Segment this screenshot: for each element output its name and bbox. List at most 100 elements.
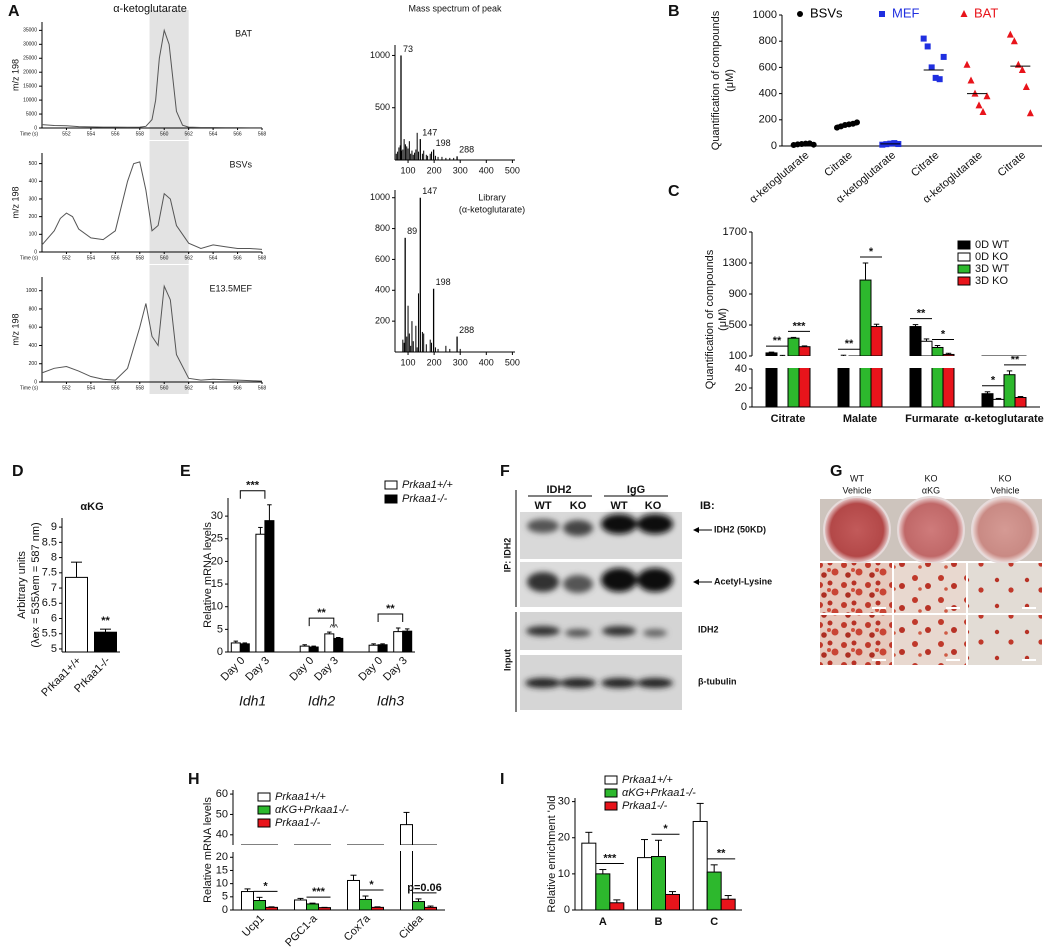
y-tick-label: 20000: [23, 70, 37, 76]
bar: [787, 337, 800, 356]
y-tick-label: 15000: [23, 83, 37, 89]
bar: [992, 355, 1005, 356]
y-tick-label: 40: [735, 363, 747, 375]
significance-label: **: [317, 607, 326, 619]
x-tick-label: 568: [258, 255, 267, 261]
legend-label: αKG+Prkaa1-/-: [275, 804, 349, 816]
y-tick-label: 35000: [23, 28, 37, 34]
y-tick-label: 60: [216, 788, 228, 800]
y-tick-label: 500: [375, 102, 390, 112]
bar: [333, 637, 344, 652]
band: [601, 514, 637, 534]
group-label: Idh1: [239, 693, 266, 709]
scatter-point: [797, 11, 803, 17]
bar: [400, 824, 413, 845]
legend-swatch: [604, 801, 618, 811]
legend-label: Prkaa1-/-: [275, 817, 321, 829]
peak-label: 147: [422, 127, 437, 137]
x-tick-label: 400: [479, 165, 494, 175]
legend-label: Prkaa1+/+: [275, 791, 326, 803]
y-tick-label: 1000: [26, 288, 37, 294]
scatter-point: [1010, 37, 1018, 45]
x-tick-label: B: [655, 916, 663, 928]
bar: [255, 533, 266, 652]
y-tick-label: 0: [34, 125, 37, 131]
x-tick-label: 500: [505, 165, 520, 175]
x-tick-label: 564: [209, 385, 218, 391]
significance-label: **: [717, 848, 726, 860]
legend-label: BSVs: [810, 5, 843, 20]
legend-swatch: [384, 494, 398, 504]
bar: [359, 898, 372, 910]
y-tick-label: 15: [216, 864, 228, 876]
legend-label: BAT: [974, 5, 998, 20]
bar: [318, 844, 331, 845]
highlight-region: [149, 10, 189, 140]
micrograph: [820, 563, 892, 613]
peak-label: 73: [403, 44, 413, 54]
significance-label: ***: [246, 480, 260, 492]
y-tick-label: 600: [759, 61, 777, 73]
panel-label: C: [668, 183, 680, 200]
y-tick-label: 0: [564, 904, 570, 916]
x-tick-label: 560: [160, 385, 169, 391]
scatter-point: [879, 11, 885, 17]
annotation: (α-ketoglutarate): [459, 204, 525, 214]
bar: [65, 576, 88, 652]
y-tick-label: 200: [759, 114, 777, 126]
bar: [402, 630, 413, 652]
y-tick-label: 10: [211, 601, 223, 613]
legend-swatch: [257, 818, 271, 828]
annotation: Library: [478, 192, 506, 202]
significance-label: *: [991, 375, 996, 387]
bar: [294, 899, 307, 910]
x-tick-label: Citrate: [822, 149, 855, 179]
x-tick-label: Day 0: [356, 655, 385, 684]
y-tick-label: 500: [729, 319, 747, 331]
bar: [798, 368, 811, 407]
significance-bracket: [377, 613, 404, 622]
significance-label: ^^: [330, 622, 339, 632]
blot-header: IDH2: [546, 484, 571, 496]
legend-swatch: [957, 264, 971, 274]
x-tick-label: Day 3: [381, 655, 410, 684]
y-tick-label: 20: [211, 555, 223, 567]
bar: [412, 901, 425, 910]
peak-label: 288: [459, 145, 474, 155]
panel-label: A: [8, 3, 20, 20]
y-tick-label: 400: [759, 88, 777, 100]
y-tick-label: 5: [51, 643, 57, 655]
scatter-point: [879, 141, 886, 148]
x-tick-label: 300: [453, 357, 468, 367]
legend-swatch: [604, 775, 618, 785]
significance-label: p=0.06: [407, 882, 442, 894]
x-tick-label: 564: [209, 131, 218, 137]
y-tick-label: 300: [29, 196, 38, 202]
ib-label: IB:: [700, 500, 715, 512]
y-axis-label: (μM): [724, 69, 736, 92]
bar: [253, 900, 266, 910]
x-tick-label: 558: [136, 255, 145, 261]
y-tick-label: 25: [211, 533, 223, 545]
significance-label: *: [869, 246, 874, 258]
significance-bracket: [308, 617, 335, 627]
blot-header: IgG: [627, 484, 645, 496]
x-tick-label: 552: [62, 131, 71, 137]
band: [601, 678, 637, 688]
y-tick-label: 40: [216, 829, 228, 841]
y-tick-label: 800: [375, 223, 390, 233]
bar: [595, 873, 611, 910]
y-axis-label: Relative mRNA levels: [202, 522, 214, 628]
bar: [859, 279, 872, 356]
scatter-point: [1006, 30, 1014, 38]
y-tick-label: 0: [34, 379, 37, 385]
series-label: E13.5MEF: [209, 283, 252, 293]
bar: [318, 907, 331, 910]
bar: [377, 644, 388, 652]
bar: [765, 368, 778, 407]
legend-swatch: [957, 240, 971, 250]
y-tick-label: 600: [29, 325, 38, 331]
legend-label: Prkaa1+/+: [622, 774, 673, 786]
band: [563, 575, 593, 593]
